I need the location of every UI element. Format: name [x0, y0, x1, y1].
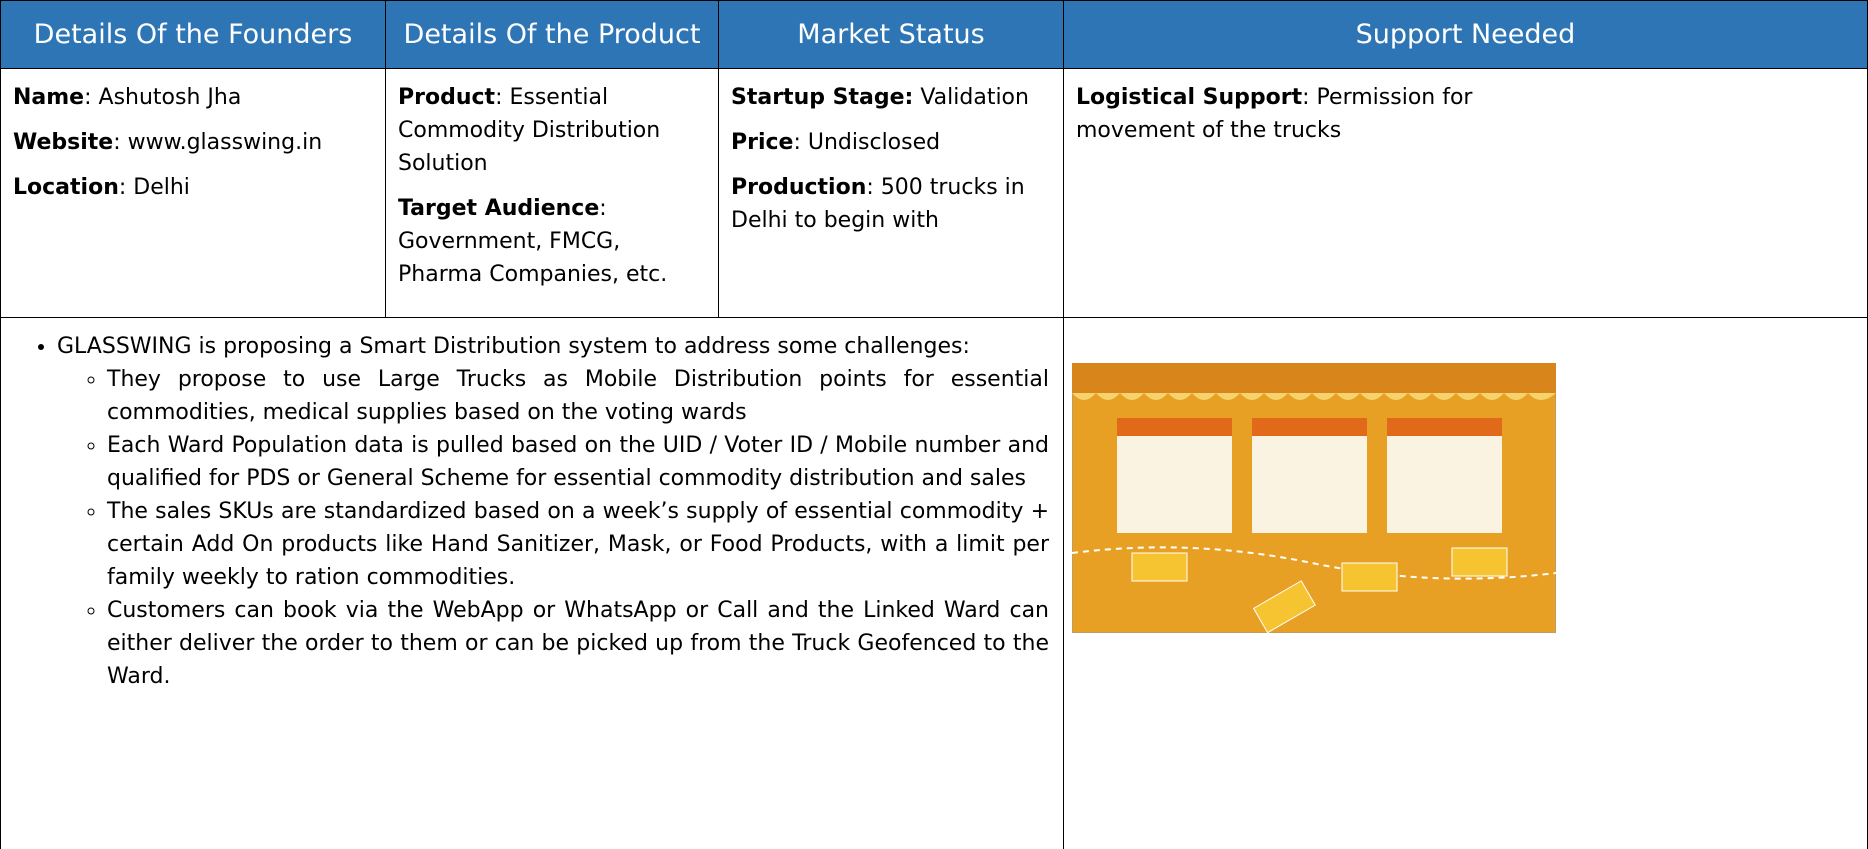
sub-bullet: Each Ward Population data is pulled base… — [107, 429, 1049, 495]
field: Production: 500 trucks in Delhi to begin… — [731, 171, 1053, 237]
sub-bullet: They propose to use Large Trucks as Mobi… — [107, 363, 1049, 429]
bullet-list: GLASSWING is proposing a Smart Distribut… — [1, 330, 1049, 693]
field-value: : Permission for movement of the trucks — [1076, 85, 1473, 143]
sub-bullet-list: They propose to use Large Trucks as Mobi… — [57, 363, 1049, 693]
bullet: GLASSWING is proposing a Smart Distribut… — [57, 330, 1049, 693]
field: Product: Essential Commodity Distributio… — [398, 81, 708, 180]
column-header: Market Status — [718, 0, 1063, 68]
field-label: Website — [13, 130, 114, 155]
sub-bullet: Customers can book via the WebApp or Wha… — [107, 594, 1049, 693]
infographic-image — [1072, 363, 1556, 633]
field-value: : Delhi — [118, 175, 190, 200]
field-value: : Ashutosh Jha — [84, 85, 242, 110]
field-value: : Government, FMCG, Pharma Companies, et… — [398, 196, 668, 287]
field-value: Validation — [913, 85, 1029, 110]
field: Website: www.glasswing.in — [13, 126, 375, 159]
field: Target Audience: Government, FMCG, Pharm… — [398, 192, 708, 291]
image-cell — [1063, 317, 1868, 849]
field-label: Location — [13, 175, 119, 200]
founders-cell: Name: Ashutosh Jha Website: www.glasswin… — [0, 68, 385, 317]
field: Price: Undisclosed — [731, 126, 1053, 159]
product-cell: Product: Essential Commodity Distributio… — [385, 68, 718, 317]
field-label: Name — [13, 85, 85, 110]
field-value: : 500 trucks in Delhi to begin with — [731, 175, 1025, 233]
field-value: : Essential Commodity Distribution Solut… — [398, 85, 661, 176]
field-value: : www.glasswing.in — [113, 130, 323, 155]
sub-bullet: The sales SKUs are standardized based on… — [107, 495, 1049, 594]
field-label: Product — [398, 85, 496, 110]
field-label: Price — [731, 130, 794, 155]
bullet-text: GLASSWING is proposing a Smart Distribut… — [57, 334, 970, 359]
field-label: Startup Stage: — [731, 85, 914, 110]
support-cell: Logistical Support: Permission for movem… — [1063, 68, 1868, 317]
field-label: Production — [731, 175, 867, 200]
field: Location: Delhi — [13, 171, 375, 204]
description-cell: GLASSWING is proposing a Smart Distribut… — [0, 317, 1063, 849]
field-value: : Undisclosed — [793, 130, 941, 155]
field: Name: Ashutosh Jha — [13, 81, 375, 114]
column-header: Details Of the Founders — [0, 0, 385, 68]
market-cell: Startup Stage: Validation Price: Undiscl… — [718, 68, 1063, 317]
field-label: Target Audience — [398, 196, 600, 221]
column-header: Support Needed — [1063, 0, 1868, 68]
field-label: Logistical Support — [1076, 85, 1303, 110]
field: Startup Stage: Validation — [731, 81, 1053, 114]
column-header: Details Of the Product — [385, 0, 718, 68]
field: Logistical Support: Permission for movem… — [1076, 81, 1516, 147]
